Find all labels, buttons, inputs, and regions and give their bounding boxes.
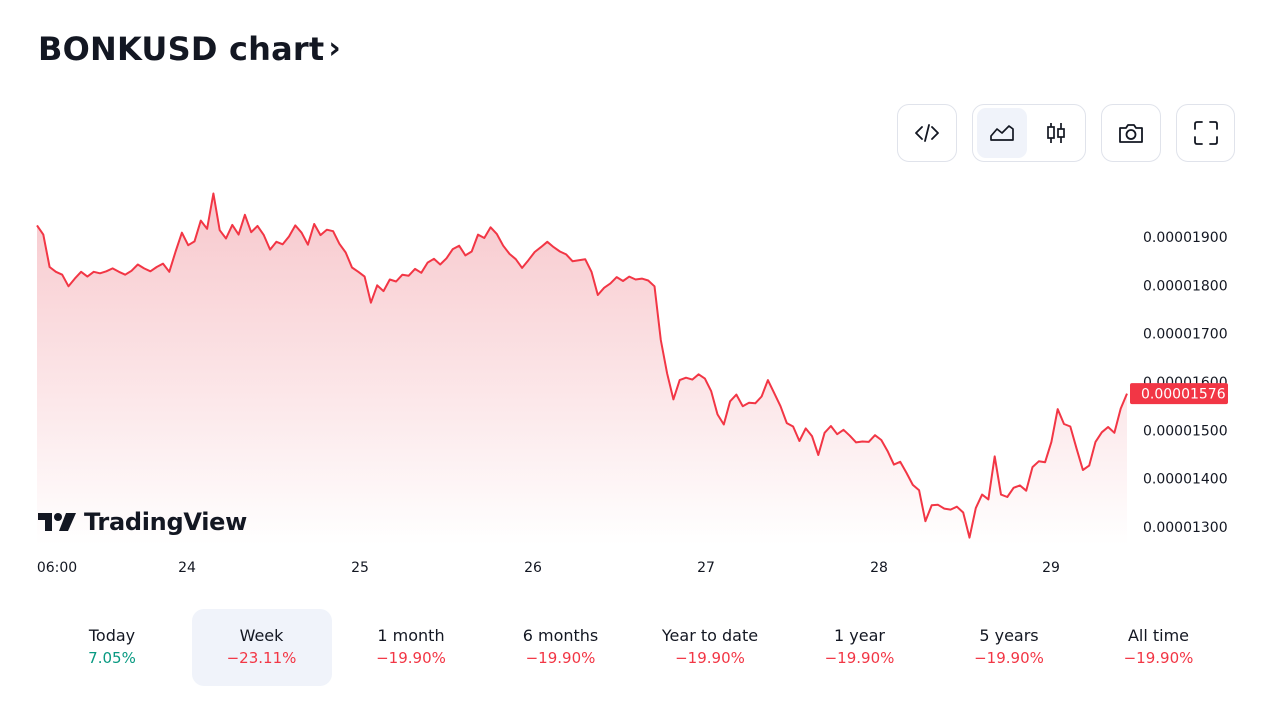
tradingview-logo-text: TradingView [84,508,247,536]
candlestick-icon [1047,123,1065,143]
period-tab-change: −19.90% [675,649,745,667]
period-tab-label: All time [1127,626,1190,645]
price-chart[interactable]: 0.000019000.000018000.000017000.00001600… [0,180,1280,590]
period-tab-label: 5 years [979,626,1039,645]
area-chart-icon [990,125,1014,141]
period-tab-change: 7.05% [88,649,136,667]
period-tab[interactable]: 6 months −19.90% [491,609,631,686]
y-tick-label: 0.00001700 [1143,327,1228,343]
y-tick-label: 0.00001300 [1143,520,1228,536]
period-tab[interactable]: 1 month −19.90% [341,609,481,686]
period-tab[interactable]: Week −23.11% [191,609,332,686]
price-area [37,193,1127,545]
y-axis: 0.000019000.000018000.000017000.00001600… [1143,230,1228,536]
snapshot-button[interactable] [1101,104,1161,162]
period-tab-label: Today [88,626,136,645]
x-tick-label: 28 [870,560,888,576]
period-tab-change: −19.90% [824,649,895,667]
tradingview-logo[interactable]: TradingView [38,508,247,536]
period-tab-change: −19.90% [525,649,596,667]
period-tab-change: −19.90% [974,649,1044,667]
period-tab-change: −23.11% [226,649,297,667]
period-tabs: Today 7.05% Week −23.11% 1 month −19.90% 6 mon… [38,609,1242,686]
x-tick-label: 27 [697,560,715,576]
x-axis: 06:00 24 25 26 27 28 29 [37,560,1060,576]
embed-button[interactable] [897,104,957,162]
last-price-value: 0.00001576 [1141,387,1226,403]
x-tick-label: 29 [1042,560,1060,576]
page-title[interactable]: BONKUSD chart › [38,30,341,68]
chart-style-switcher [972,104,1086,162]
period-tab[interactable]: All time −19.90% [1089,609,1229,686]
period-tab[interactable]: 5 years −19.90% [939,609,1079,686]
area-style-button[interactable] [977,108,1027,158]
y-tick-label: 0.00001500 [1143,423,1228,439]
period-tab-label: 1 year [834,626,885,645]
fullscreen-button[interactable] [1176,104,1235,162]
x-tick-label: 26 [524,560,542,576]
candles-style-button[interactable] [1031,108,1081,158]
period-tab[interactable]: Year to date −19.90% [640,609,780,686]
y-tick-label: 0.00001800 [1143,278,1228,294]
chevron-right-icon: › [328,30,341,66]
tradingview-logo-icon [38,513,76,531]
period-tab[interactable]: Today 7.05% [42,609,182,686]
period-tab-change: −19.90% [1123,649,1194,667]
y-tick-label: 0.00001400 [1143,472,1228,488]
last-price-badge: 0.00001576 [1130,383,1228,405]
fullscreen-icon [1193,121,1218,145]
last-price-badge-bg [1130,383,1228,405]
chart-title[interactable]: BONKUSD chart [38,30,325,68]
period-tab-label: 1 month [377,626,445,645]
period-tab-change: −19.90% [376,649,446,667]
period-tab-label: Week [239,626,284,645]
period-tab-label: Year to date [661,626,759,645]
embed-code-icon [915,124,939,142]
y-tick-label: 0.00001900 [1143,230,1228,246]
price-line [36,192,1128,539]
x-tick-label: 25 [351,560,369,576]
camera-icon [1119,124,1143,143]
period-tab-label: 6 months [522,626,599,645]
x-tick-label: 24 [178,560,196,576]
x-tick-label: 06:00 [37,560,77,576]
period-tab[interactable]: 1 year −19.90% [790,609,930,686]
